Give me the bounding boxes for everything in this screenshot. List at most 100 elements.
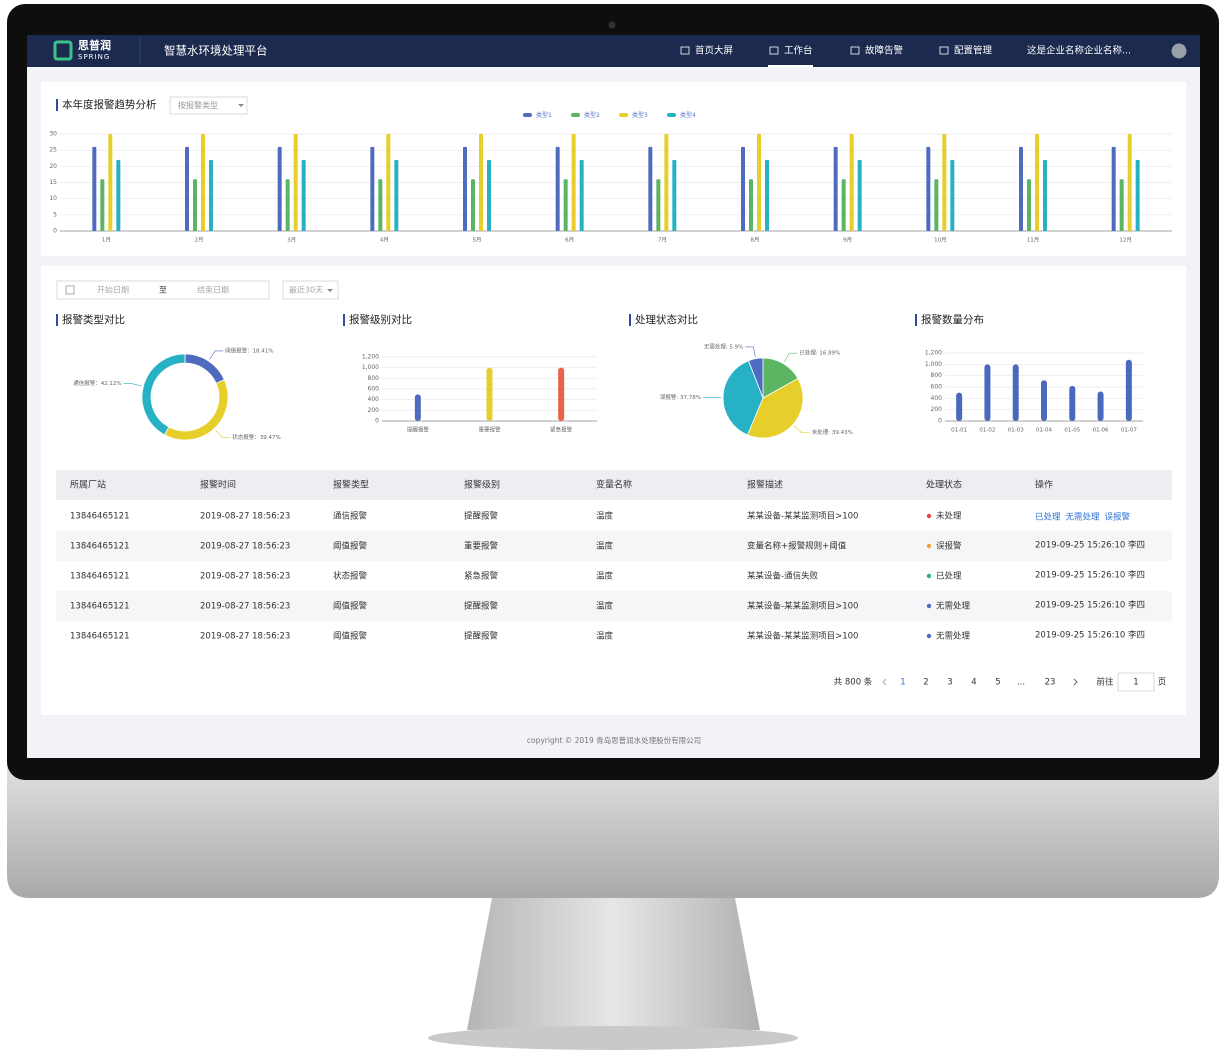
- table-cell: 2019-09-25 15:26:10 李四: [1035, 570, 1145, 581]
- bar: [378, 179, 383, 231]
- end-date[interactable]: 结束日期: [197, 285, 229, 295]
- action-link[interactable]: 无需处理: [1066, 512, 1101, 523]
- bar: [1135, 159, 1140, 231]
- bar: [370, 146, 375, 231]
- slice-label: 通信报警：42.12%: [73, 379, 121, 387]
- legend-label: 类型3: [632, 111, 648, 119]
- bar: [301, 159, 306, 231]
- logo-text: 思普润: [78, 38, 111, 52]
- leader-line: [794, 425, 810, 433]
- column-header: 报警级别: [464, 479, 500, 491]
- start-date[interactable]: 开始日期: [97, 285, 129, 295]
- x-tick-label: 5月: [473, 237, 482, 244]
- page-number[interactable]: 2: [923, 678, 928, 688]
- table-cell: 2019-08-27 18:56:23: [200, 512, 290, 522]
- y-tick-label: 400: [368, 396, 380, 403]
- monitor-chin: [7, 760, 1219, 898]
- action-link[interactable]: 已处理: [1035, 512, 1061, 523]
- bar: [942, 134, 947, 231]
- y-tick-label: 600: [368, 386, 380, 393]
- next-page[interactable]: [1073, 678, 1078, 686]
- table-cell: 某某设备-通信失败: [747, 571, 819, 582]
- page-number[interactable]: 5: [995, 678, 1000, 688]
- bar: [1097, 391, 1104, 421]
- page-number[interactable]: 23: [1045, 678, 1056, 688]
- x-tick-label: 01-02: [979, 428, 995, 434]
- bar: [471, 179, 475, 231]
- trend-filter[interactable]: 按报警类型: [178, 100, 218, 110]
- action-link[interactable]: 误报警: [1105, 512, 1131, 523]
- bar: [201, 134, 205, 231]
- company-menu[interactable]: 这是企业名称企业名称...: [1027, 45, 1131, 57]
- bar: [563, 179, 568, 231]
- table-cell: 2019-09-25 15:26:10 李四: [1035, 540, 1145, 551]
- bar: [1035, 134, 1039, 231]
- page-number[interactable]: 1: [900, 678, 905, 688]
- x-tick-label: 01-07: [1121, 428, 1137, 434]
- table-cell: 阈值报警: [333, 541, 368, 552]
- slice-label: 已处理: 16.89%: [799, 349, 840, 357]
- table-cell: 2019-09-25 15:26:10 李四: [1035, 600, 1145, 611]
- slice-label: 状态报警：39.47%: [232, 433, 280, 441]
- table-cell: 提醒报警: [464, 511, 499, 522]
- bar: [1043, 159, 1047, 231]
- page-input[interactable]: [1117, 672, 1155, 692]
- x-tick-label: 紧急报警: [550, 426, 573, 434]
- bar: [1119, 179, 1124, 231]
- page-number[interactable]: 3: [947, 678, 952, 688]
- chart-title: 本年度报警趋势分析: [62, 98, 157, 111]
- nav-icon: [850, 46, 860, 55]
- bar: [749, 179, 753, 231]
- bar: [293, 134, 298, 231]
- bar: [956, 392, 963, 421]
- copyright: copyright © 2019 青岛思普润水处理股份有限公司: [527, 735, 701, 745]
- bar: [833, 146, 838, 231]
- range-dropdown[interactable]: [282, 280, 339, 300]
- trend-dropdown[interactable]: [169, 96, 248, 115]
- bar: [841, 179, 846, 231]
- table-cell: 13846465121: [70, 542, 130, 552]
- avatar[interactable]: [1171, 43, 1187, 59]
- bar: [741, 146, 745, 231]
- page-number[interactable]: 4: [971, 678, 976, 688]
- range-filter[interactable]: 最近30天: [289, 285, 323, 295]
- section-marker: [343, 314, 345, 326]
- chart-title: 报警级别对比: [349, 313, 412, 326]
- bar: [386, 134, 391, 231]
- leader-line: [209, 350, 224, 360]
- legend-swatch: [667, 113, 676, 117]
- x-tick-label: 3月: [287, 237, 296, 244]
- section-marker: [56, 99, 58, 111]
- bar: [116, 159, 121, 231]
- y-tick-label: 800: [368, 375, 380, 382]
- y-tick-label: 0: [53, 228, 57, 235]
- y-tick-label: 0: [375, 418, 379, 425]
- column-header: 报警描述: [747, 479, 783, 491]
- prev-page[interactable]: [882, 678, 887, 686]
- bar: [1041, 380, 1047, 421]
- table-cell: 无需处理: [936, 601, 971, 612]
- column-header: 变量名称: [596, 479, 632, 491]
- y-tick-label: 0: [938, 418, 942, 425]
- date-separator: 至: [159, 286, 167, 295]
- x-tick-label: 9月: [843, 237, 852, 244]
- page-number[interactable]: ...: [1017, 678, 1025, 688]
- bar: [394, 159, 399, 231]
- y-tick-label: 20: [49, 163, 57, 170]
- nav-item[interactable]: 工作台: [784, 45, 813, 57]
- table-cell: 阈值报警: [333, 601, 368, 612]
- x-tick-label: 4月: [380, 237, 389, 244]
- legend-swatch: [619, 113, 628, 117]
- nav-item[interactable]: 首页大屏: [695, 45, 733, 57]
- camera: [608, 21, 616, 29]
- chart-title: 报警数量分布: [921, 313, 984, 326]
- stand: [467, 898, 760, 1030]
- nav-item[interactable]: 配置管理: [954, 45, 993, 57]
- page-input-value[interactable]: 1: [1133, 678, 1138, 688]
- bar: [926, 146, 931, 231]
- nav-item[interactable]: 故障告警: [865, 45, 904, 57]
- bar: [463, 146, 467, 231]
- donut-slice: [141, 353, 186, 436]
- x-tick-label: 重要报警: [478, 426, 501, 434]
- date-range[interactable]: [56, 280, 270, 300]
